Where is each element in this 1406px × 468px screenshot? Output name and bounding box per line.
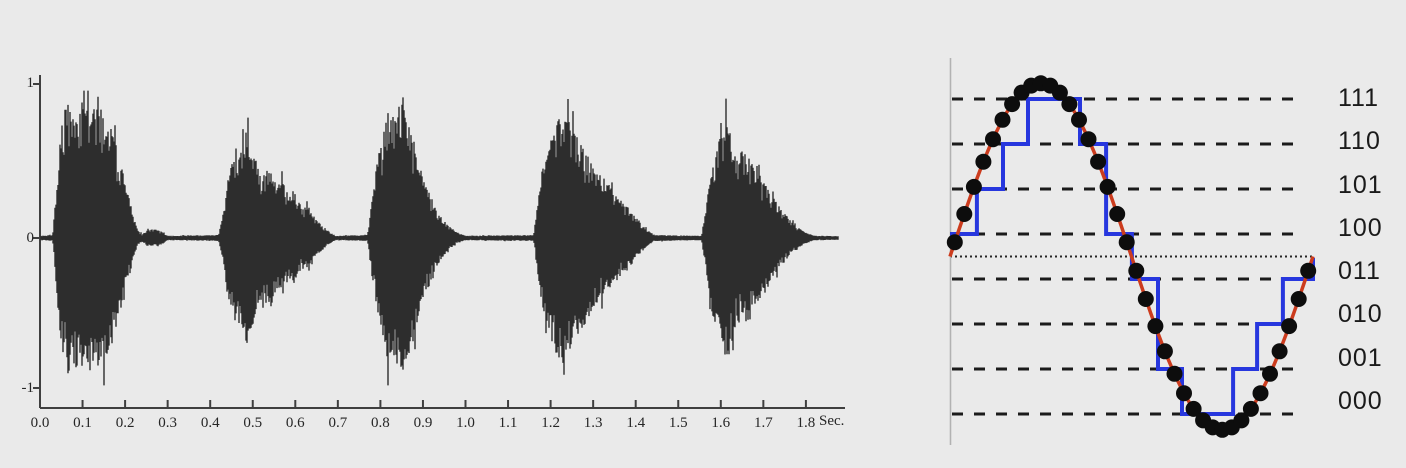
sample-dot bbox=[1061, 96, 1078, 113]
sample-dot bbox=[1128, 262, 1145, 279]
sample-dot bbox=[1290, 291, 1307, 307]
sample-dot bbox=[1051, 84, 1068, 101]
level-label-000: 000 bbox=[1338, 387, 1383, 415]
x-tick-label: 1.5 bbox=[669, 415, 688, 431]
sample-dot bbox=[1185, 400, 1202, 417]
x-tick-label: 0.6 bbox=[286, 415, 305, 431]
sample-dot bbox=[965, 178, 982, 195]
quantized-staircase bbox=[950, 97, 1315, 416]
x-tick-label: 1.8 bbox=[797, 415, 816, 431]
sample-dot bbox=[1109, 206, 1126, 222]
x-tick-label: 1.7 bbox=[754, 415, 773, 431]
level-label-101: 101 bbox=[1338, 171, 1383, 199]
level-label-111: 111 bbox=[1338, 84, 1380, 112]
level-label-011: 011 bbox=[1338, 257, 1381, 285]
sample-dot bbox=[1118, 234, 1135, 251]
level-label-110: 110 bbox=[1338, 127, 1381, 155]
sample-dot bbox=[1071, 111, 1087, 128]
x-tick-label: 0.9 bbox=[414, 415, 433, 431]
level-label-001: 001 bbox=[1338, 344, 1383, 372]
sample-dot bbox=[1166, 365, 1183, 382]
sample-dot bbox=[1137, 291, 1154, 307]
sample-dot bbox=[975, 153, 992, 170]
sample-dot bbox=[1147, 318, 1164, 335]
x-tick-label: 0.3 bbox=[158, 415, 177, 431]
x-tick-label: 1.1 bbox=[499, 415, 518, 431]
x-tick-label: 1.3 bbox=[584, 415, 603, 431]
speech-waveform-svg: 0.0 0.1 0.2 0.3 0.4 0.5 0.6 0.7 0.8 0.9 1.0 1.1 1.2 1… bbox=[31, 75, 845, 431]
y-tick-label-zero: 0 bbox=[26, 230, 35, 246]
level-label-010: 010 bbox=[1338, 300, 1383, 328]
sample-dot bbox=[1156, 343, 1173, 360]
sample-dot bbox=[994, 111, 1011, 128]
x-tick-label: 0.0 bbox=[31, 415, 50, 431]
sample-dot bbox=[1300, 262, 1317, 279]
waveform-axes bbox=[39, 75, 845, 409]
sample-dot bbox=[1271, 343, 1288, 360]
sample-dot bbox=[1262, 365, 1278, 382]
quantization-svg bbox=[946, 58, 1317, 445]
waveform-trace bbox=[40, 90, 839, 386]
sample-dot bbox=[1281, 318, 1298, 335]
sample-dot bbox=[956, 206, 973, 222]
x-tick-label: 0.1 bbox=[73, 415, 92, 431]
sample-dot bbox=[1176, 385, 1192, 402]
x-tick-label: 1.6 bbox=[711, 415, 730, 431]
sample-dot bbox=[1080, 131, 1097, 148]
sample-dot bbox=[1233, 412, 1250, 429]
sample-dot bbox=[1242, 400, 1259, 417]
x-tick-label: 0.5 bbox=[243, 415, 262, 431]
y-tick-label-plus-one: 1 bbox=[26, 75, 35, 91]
y-tick-label-minus-one: -1 bbox=[21, 380, 35, 396]
x-tick-label: 1.0 bbox=[456, 415, 475, 431]
analog-sine-curve bbox=[948, 81, 1315, 432]
x-tick-label: 0.2 bbox=[116, 415, 135, 431]
x-tick-label: 0.7 bbox=[328, 415, 347, 431]
x-tick-label: 0.8 bbox=[371, 415, 390, 431]
level-label-100: 100 bbox=[1338, 214, 1383, 242]
sample-dot bbox=[1099, 178, 1116, 195]
sample-dot bbox=[1090, 153, 1107, 170]
x-tick-label: 1.4 bbox=[626, 415, 645, 431]
sample-dot bbox=[985, 131, 1001, 148]
x-axis-unit-label: Sec. bbox=[819, 413, 845, 429]
sample-dot bbox=[946, 234, 963, 251]
sample-dot bbox=[1252, 385, 1269, 402]
x-tick-label: 1.2 bbox=[541, 415, 560, 431]
x-tick-label: 0.4 bbox=[201, 415, 220, 431]
sample-dot bbox=[1004, 96, 1021, 113]
